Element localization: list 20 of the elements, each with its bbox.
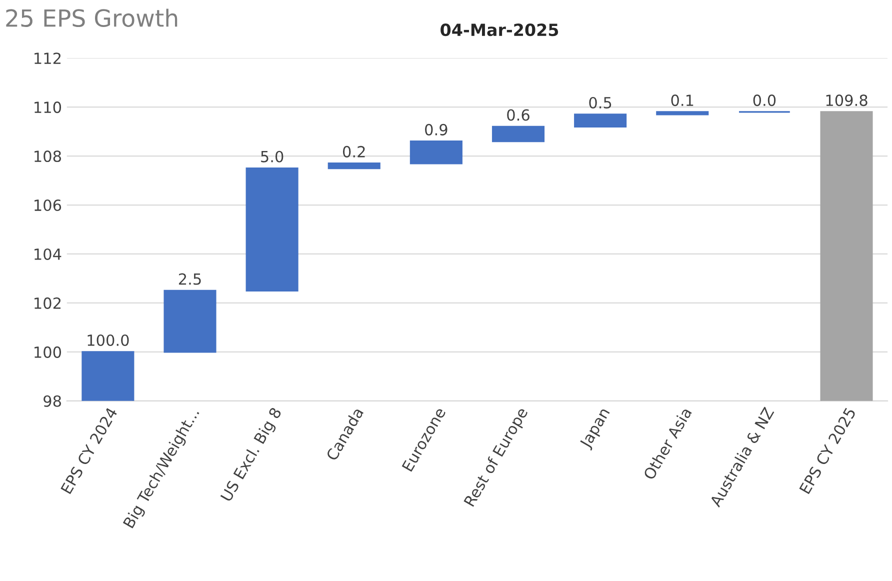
data-label: 5.0 [261, 150, 284, 162]
data-label: 0.5 [589, 96, 612, 109]
y-tick-label: 102 [34, 297, 61, 309]
data-label: 0.1 [671, 94, 694, 106]
y-tick-label: 108 [34, 150, 61, 162]
data-label: 0.6 [507, 109, 530, 121]
y-tick-label: 100 [34, 346, 62, 358]
data-label: 2.5 [178, 273, 201, 285]
data-label: 100.0 [88, 334, 129, 346]
y-tick-label: 98 [44, 395, 61, 407]
y-tick-label: 104 [34, 248, 62, 260]
data-label: 109.8 [826, 94, 868, 106]
y-tick-label: 112 [34, 52, 61, 64]
data-label: 0.2 [342, 146, 365, 158]
chart-title: 25 EPS Growth [6, 8, 178, 27]
data-label: 0.0 [753, 94, 776, 106]
y-tick-label: 106 [34, 199, 62, 212]
chart-subtitle: 04-Mar-2025 [440, 24, 558, 36]
y-tick-label: 110 [34, 102, 62, 114]
data-label: 0.9 [425, 124, 448, 136]
